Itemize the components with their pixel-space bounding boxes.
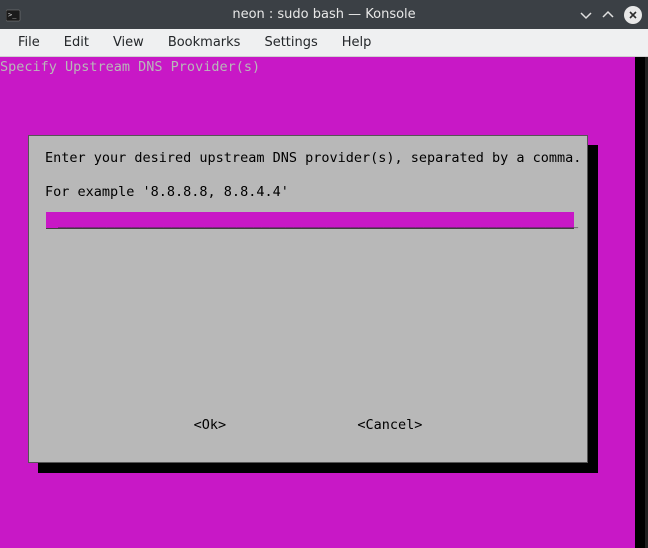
menu-help[interactable]: Help <box>330 31 384 54</box>
svg-text:>_: >_ <box>8 11 17 19</box>
input-underline: ________________________________________… <box>58 213 578 230</box>
dialog-body: Enter your desired upstream DNS provider… <box>29 136 587 215</box>
menu-settings[interactable]: Settings <box>252 31 329 54</box>
menu-edit[interactable]: Edit <box>52 31 101 54</box>
tui-dialog: Enter your desired upstream DNS provider… <box>28 135 588 463</box>
dialog-title-line: Specify Upstream DNS Provider(s) <box>0 59 260 76</box>
window-controls <box>580 6 642 24</box>
ok-button[interactable]: <Ok> <box>194 417 227 434</box>
minimize-button[interactable] <box>580 9 592 21</box>
menu-bookmarks[interactable]: Bookmarks <box>156 31 253 54</box>
menu-view[interactable]: View <box>101 31 156 54</box>
app-icon: >_ <box>6 8 24 22</box>
close-button[interactable] <box>624 6 642 24</box>
menu-file[interactable]: File <box>6 31 52 54</box>
menu-bar: File Edit View Bookmarks Settings Help <box>0 29 648 57</box>
terminal-right-strip <box>635 57 645 548</box>
dialog-button-row: <Ok> <Cancel> <box>28 417 588 434</box>
cancel-button[interactable]: <Cancel> <box>357 417 422 434</box>
maximize-button[interactable] <box>602 9 614 21</box>
window-title: neon : sudo bash — Konsole <box>232 7 415 22</box>
dialog-line1: Enter your desired upstream DNS provider… <box>45 150 581 166</box>
dialog-line2: For example '8.8.8.8, 8.8.4.4' <box>45 184 289 200</box>
window-titlebar: >_ neon : sudo bash — Konsole <box>0 0 648 29</box>
terminal-area: Specify Upstream DNS Provider(s) Enter y… <box>0 57 648 548</box>
